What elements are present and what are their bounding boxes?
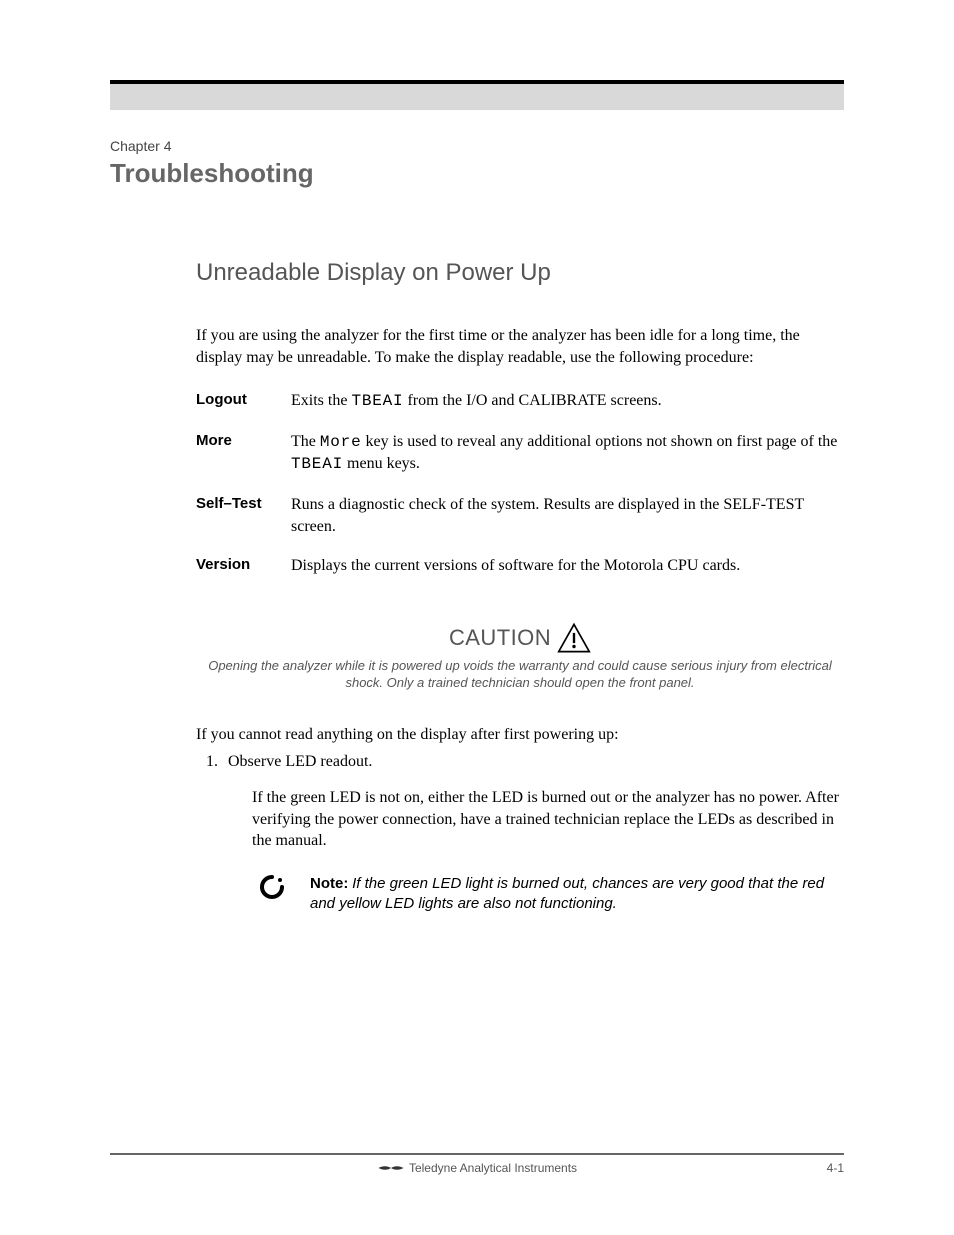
caution-icon — [557, 621, 591, 655]
content: Unreadable Display on Power Up If you ar… — [196, 259, 844, 914]
caution-head: CAUTION — [196, 621, 844, 655]
menu-term-more: More — [196, 431, 291, 476]
menu-term-version: Version — [196, 555, 291, 577]
caution-text: Opening the analyzer while it is powered… — [196, 657, 844, 692]
menu-row-selftest: Self–Test Runs a diagnostic check of the… — [196, 494, 844, 537]
menu-row-more: More The More key is used to reveal any … — [196, 431, 844, 476]
page-root: Chapter 4 Troubleshooting Unreadable Dis… — [0, 0, 954, 1235]
menu-term-logout: Logout — [196, 390, 291, 413]
note-body: Note: If the green LED light is burned o… — [310, 874, 844, 915]
step-1: Observe LED readout. — [222, 751, 844, 773]
menu-term-selftest: Self–Test — [196, 494, 291, 537]
chapter-header: Chapter 4 Troubleshooting — [110, 138, 844, 189]
caution-word: CAUTION — [449, 623, 551, 653]
page-footer: Teledyne Analytical Instruments 4-1 — [110, 1153, 844, 1175]
footer-page: 4-1 — [804, 1161, 844, 1175]
after-step-text: If the green LED is not on, either the L… — [252, 787, 844, 852]
lead-text: If you cannot read anything on the displ… — [196, 724, 844, 746]
menu-def-logout: Exits the TBEAI from the I/O and CALIBRA… — [291, 390, 662, 413]
menu-row-version: Version Displays the current versions of… — [196, 555, 844, 577]
section-body: If you are using the analyzer for the fi… — [196, 325, 844, 914]
note-text: If the green LED light is burned out, ch… — [310, 875, 824, 912]
section-title-unreadable: Unreadable Display on Power Up — [196, 259, 844, 287]
header-band — [110, 80, 844, 110]
numbered-steps: Observe LED readout. — [222, 751, 844, 773]
footer-center: Teledyne Analytical Instruments — [150, 1161, 804, 1175]
note-label: Note: — [310, 875, 348, 892]
footer-brand: Teledyne Analytical Instruments — [409, 1161, 577, 1175]
menu-list: Logout Exits the TBEAI from the I/O and … — [196, 390, 844, 577]
chapter-title: Troubleshooting — [110, 158, 844, 189]
note-icon — [252, 874, 292, 907]
brand-icon — [377, 1162, 405, 1174]
menu-row-logout: Logout Exits the TBEAI from the I/O and … — [196, 390, 844, 413]
menu-def-selftest: Runs a diagnostic check of the system. R… — [291, 494, 844, 537]
menu-def-more: The More key is used to reveal any addit… — [291, 431, 844, 476]
note-row: Note: If the green LED light is burned o… — [252, 874, 844, 915]
menu-def-version: Displays the current versions of softwar… — [291, 555, 740, 577]
caution-block: CAUTION Opening the analyzer while it is… — [196, 621, 844, 692]
body2: If you cannot read anything on the displ… — [196, 724, 844, 914]
intro-paragraph: If you are using the analyzer for the fi… — [196, 325, 844, 368]
chapter-label: Chapter 4 — [110, 138, 844, 154]
